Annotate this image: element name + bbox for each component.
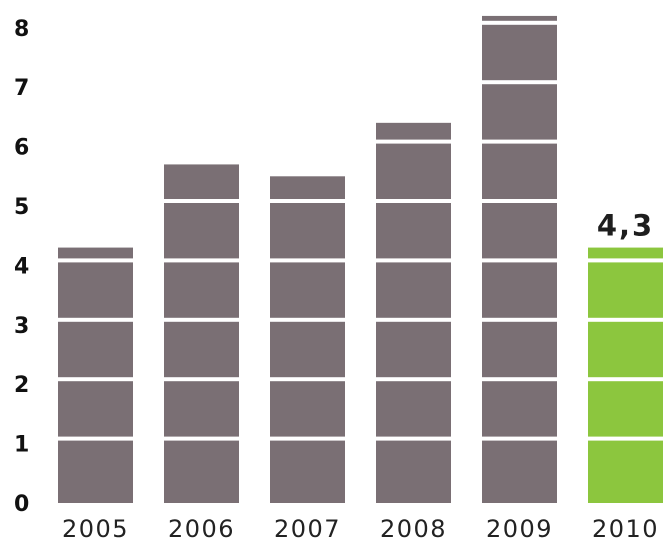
bar-fill xyxy=(270,176,345,504)
bar-segment-separator xyxy=(482,377,557,382)
bar-segment-separator xyxy=(58,317,133,322)
bar-segment-separator xyxy=(376,317,451,322)
x-tick-label: 2009 xyxy=(486,515,553,543)
bar-fill xyxy=(376,122,451,503)
bar-segment-separator xyxy=(270,436,345,441)
y-tick-label: 5 xyxy=(14,195,29,220)
y-tick-label: 1 xyxy=(14,433,29,458)
bar-segment-separator xyxy=(58,258,133,263)
bar-segment-separator xyxy=(588,436,663,441)
data-label: 4,3 xyxy=(597,209,654,243)
bar-fill xyxy=(588,247,663,503)
y-tick-label: 7 xyxy=(14,76,29,101)
bar-segment-separator xyxy=(58,436,133,441)
x-tick-label: 2007 xyxy=(274,515,341,543)
bar-fill xyxy=(58,247,133,503)
bar-segment-separator xyxy=(376,258,451,263)
bar-2005 xyxy=(58,247,133,503)
bar-segment-separator xyxy=(482,80,557,85)
y-tick-label: 0 xyxy=(14,492,29,517)
x-tick-label: 2005 xyxy=(62,515,129,543)
bar-segment-separator xyxy=(482,258,557,263)
bar-segment-separator xyxy=(270,317,345,322)
bar-segment-separator xyxy=(376,377,451,382)
y-tick-label: 6 xyxy=(14,136,29,161)
bar-segment-separator xyxy=(270,377,345,382)
bar-segment-separator xyxy=(482,20,557,25)
bar-2010 xyxy=(588,247,663,503)
bar-segment-separator xyxy=(164,436,239,441)
x-tick-label: 2010 xyxy=(592,515,659,543)
y-tick-label: 3 xyxy=(14,314,29,339)
bar-segment-separator xyxy=(588,317,663,322)
data-labels: 4,3 xyxy=(597,209,654,243)
bar-segment-separator xyxy=(58,377,133,382)
bar-fill xyxy=(164,164,239,504)
bar-segment-separator xyxy=(164,199,239,203)
bar-segment-separator xyxy=(376,199,451,203)
y-tick-label: 2 xyxy=(14,373,29,398)
bar-segment-separator xyxy=(164,377,239,382)
y-axis-ticks: 0 1 2 3 4 5 6 7 8 xyxy=(14,17,29,517)
bar-segment-separator xyxy=(482,139,557,144)
bar-segment-separator xyxy=(270,199,345,203)
bar-segment-separator xyxy=(164,258,239,263)
x-tick-label: 2006 xyxy=(168,515,235,543)
bar-segment-separator xyxy=(270,258,345,263)
bar-segment-separator xyxy=(376,139,451,144)
bar-segment-separator xyxy=(588,258,663,263)
bar-segment-separator xyxy=(482,317,557,322)
bar-segment-separator xyxy=(482,199,557,203)
bar-segment-separator xyxy=(376,436,451,441)
y-tick-label: 4 xyxy=(14,254,29,279)
bar-2007 xyxy=(270,176,345,504)
bars xyxy=(58,15,663,504)
bar-2006 xyxy=(164,164,239,504)
bar-2008 xyxy=(376,122,451,503)
bar-2009 xyxy=(482,15,557,503)
y-tick-label: 8 xyxy=(14,17,29,42)
bar-segment-separator xyxy=(164,317,239,322)
x-tick-label: 2008 xyxy=(380,515,447,543)
x-axis-ticks: 2005 2006 2007 2008 2009 2010 xyxy=(62,515,659,543)
bar-segment-separator xyxy=(588,377,663,382)
bar-segment-separator xyxy=(482,436,557,441)
